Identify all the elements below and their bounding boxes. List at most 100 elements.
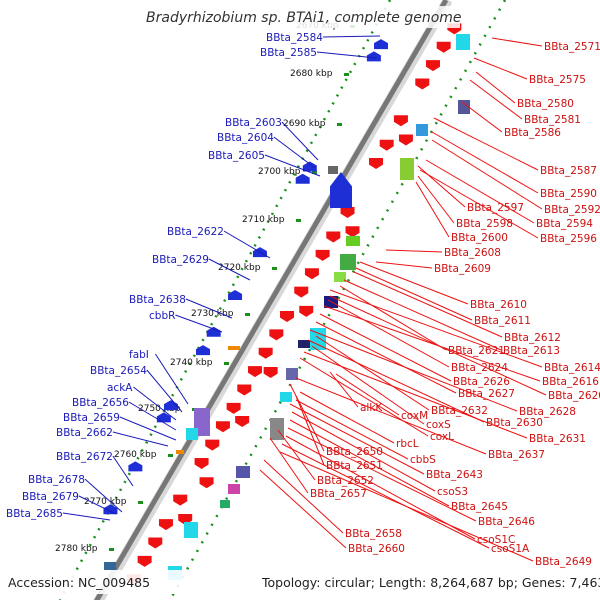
right-label-leader bbox=[323, 305, 541, 382]
reverse-gene-arrow bbox=[315, 249, 330, 261]
right-gene-label: BBta_2657 bbox=[310, 488, 367, 500]
left-label-leader bbox=[112, 455, 134, 487]
reverse-gene-arrow bbox=[158, 519, 173, 531]
reverse-gene-arrow bbox=[280, 311, 295, 323]
gene-block bbox=[228, 346, 240, 350]
reverse-gene-arrow bbox=[173, 494, 188, 506]
gene-block bbox=[400, 158, 414, 180]
kbp-tick-label: 2750 kbp bbox=[138, 404, 181, 414]
left-gene-label: BBta_2685 bbox=[6, 508, 63, 520]
right-label-leader bbox=[375, 261, 433, 269]
left-gene-label: BBta_2678 bbox=[28, 474, 85, 486]
left-gene-label: BBta_2656 bbox=[72, 397, 129, 409]
reverse-gene-arrow bbox=[269, 329, 284, 341]
right-label-leader bbox=[359, 261, 469, 305]
right-gene-label: BBta_2594 bbox=[536, 218, 593, 230]
gene-block bbox=[416, 124, 428, 136]
reverse-gene-arrow bbox=[340, 207, 355, 219]
right-label-leader bbox=[263, 459, 344, 534]
kbp-tick-mark bbox=[337, 123, 342, 126]
left-gene-label: BBta_2629 bbox=[152, 254, 209, 266]
gene-block bbox=[346, 236, 360, 246]
forward-gene-arrow bbox=[128, 461, 143, 472]
right-gene-label: BBta_2627 bbox=[458, 388, 515, 400]
reverse-gene-arrow bbox=[194, 457, 209, 469]
title-backdrop bbox=[140, 6, 460, 28]
right-label-leader bbox=[277, 429, 316, 481]
map-title: Bradyrhizobium sp. BTAi1, complete genom… bbox=[146, 10, 462, 26]
right-gene-label: BBta_2609 bbox=[434, 263, 491, 275]
right-label-leader bbox=[289, 383, 325, 452]
right-gene-label: coxS bbox=[426, 419, 451, 431]
left-gene-label: BBta_2679 bbox=[22, 491, 79, 503]
gene-block bbox=[104, 562, 116, 570]
left-gene-label: BBta_2622 bbox=[167, 226, 224, 238]
right-label-leader bbox=[289, 419, 450, 507]
reverse-gene-arrow bbox=[379, 139, 394, 151]
right-gene-label: BBta_2586 bbox=[504, 127, 561, 139]
right-label-leader bbox=[355, 267, 473, 321]
right-label-leader bbox=[417, 165, 466, 208]
right-gene-label: BBta_2592 bbox=[544, 204, 600, 216]
genome-backbone bbox=[94, 0, 449, 600]
left-gene-label: BBta_2654 bbox=[90, 365, 147, 377]
gene-block bbox=[228, 484, 240, 494]
right-gene-label: csoS3 bbox=[437, 486, 468, 498]
right-label-leader bbox=[431, 131, 539, 194]
left-gene-label: BBta_2662 bbox=[56, 427, 113, 439]
kbp-tick-mark bbox=[272, 267, 277, 270]
right-label-leader bbox=[289, 403, 425, 475]
left-label-leader bbox=[281, 121, 319, 161]
reverse-gene-arrow bbox=[205, 439, 220, 451]
kbp-tick-label: 2710 kbp bbox=[242, 215, 285, 225]
reverse-gene-arrow bbox=[137, 555, 152, 567]
left-label-leader bbox=[112, 431, 169, 447]
right-gene-label: BBta_2645 bbox=[451, 501, 508, 513]
right-gene-label: BBta_2587 bbox=[540, 165, 597, 177]
right-gene-label: BBta_2600 bbox=[451, 232, 508, 244]
right-gene-label: BBta_2616 bbox=[542, 376, 599, 388]
kbp-tick-mark bbox=[109, 548, 114, 551]
reverse-gene-arrow bbox=[258, 347, 273, 359]
left-label-leader bbox=[133, 386, 177, 421]
right-label-leader bbox=[315, 335, 430, 411]
right-label-leader bbox=[281, 443, 490, 549]
right-gene-label: BBta_2613 bbox=[503, 345, 560, 357]
right-gene-label: BBta_2590 bbox=[540, 188, 597, 200]
right-label-leader bbox=[285, 435, 476, 540]
right-label-leader bbox=[279, 451, 534, 562]
reverse-gene-arrow bbox=[398, 134, 413, 146]
right-label-leader bbox=[269, 437, 309, 494]
left-label-leader bbox=[154, 353, 189, 405]
kbp-tick-mark bbox=[224, 362, 229, 365]
right-label-leader bbox=[353, 271, 503, 338]
right-label-leader bbox=[419, 169, 539, 239]
reverse-gene-arrow bbox=[247, 366, 262, 378]
forward-gene-arrow bbox=[295, 173, 310, 184]
right-gene-label: BBta_2652 bbox=[317, 475, 374, 487]
gene-block bbox=[176, 450, 184, 454]
right-gene-label: BBta_2571 bbox=[544, 41, 600, 53]
gene-block bbox=[334, 272, 346, 282]
left-gene-label: BBta_2659 bbox=[63, 412, 120, 424]
right-gene-label: BBta_2630 bbox=[486, 417, 543, 429]
right-label-leader bbox=[315, 321, 457, 394]
topology-text: Topology: circular; Length: 8,264,687 bp… bbox=[261, 575, 600, 590]
reverse-gene-arrow bbox=[263, 367, 278, 379]
reverse-gene-arrow bbox=[294, 286, 309, 298]
reverse-gene-arrow bbox=[235, 416, 250, 428]
right-label-leader bbox=[469, 79, 523, 120]
reverse-gene-arrow bbox=[199, 477, 214, 489]
gene-block bbox=[186, 428, 198, 440]
gene-block bbox=[286, 368, 298, 380]
right-gene-label: BBta_2646 bbox=[478, 516, 535, 528]
reverse-gene-arrow bbox=[425, 60, 440, 72]
right-gene-label: BBta_2610 bbox=[470, 299, 527, 311]
left-gene-label: BBta_2603 bbox=[225, 117, 282, 129]
forward-gene-arrow bbox=[156, 412, 171, 423]
right-gene-label: BBta_2598 bbox=[456, 218, 513, 230]
right-label-leader bbox=[385, 249, 443, 253]
kbp-tick-mark bbox=[168, 454, 173, 457]
left-gene-label: fabI bbox=[129, 349, 149, 361]
